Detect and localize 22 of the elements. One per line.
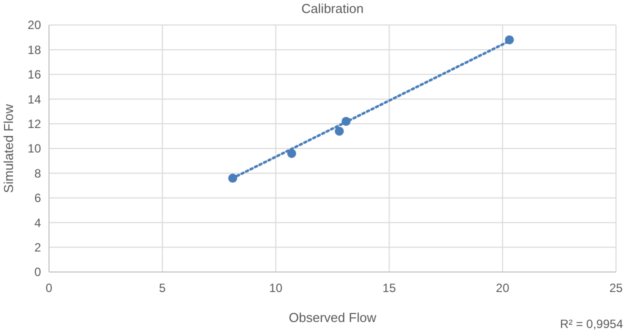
x-tick-label: 0 [46, 281, 53, 295]
y-tick-label: 4 [34, 216, 42, 230]
y-tick-label: 0 [34, 265, 42, 280]
x-tick-label: 10 [269, 281, 283, 295]
y-tick-label: 14 [28, 92, 42, 106]
x-axis-title: Observed Flow [288, 310, 377, 325]
point [334, 126, 344, 136]
y-tick-label: 8 [34, 166, 42, 180]
y-tick-label: 18 [28, 42, 42, 57]
y-tick-label: 2 [34, 240, 42, 254]
y-tick-label: 10 [28, 142, 42, 156]
x-tick-label: 25 [609, 281, 623, 295]
y-tick-label: 6 [34, 191, 42, 206]
x-tick-label: 5 [159, 281, 166, 295]
y-tick-label: 16 [28, 68, 42, 82]
y-tick-label: 20 [28, 18, 42, 32]
y-tick-label: 12 [28, 117, 42, 131]
text: R² = 0,9954 [560, 317, 624, 331]
y-axis-title: Simulated Flow [1, 103, 16, 193]
x-tick-label: 20 [496, 281, 510, 295]
x-tick-label: 15 [382, 281, 396, 295]
chart-title: Calibration [301, 1, 364, 16]
